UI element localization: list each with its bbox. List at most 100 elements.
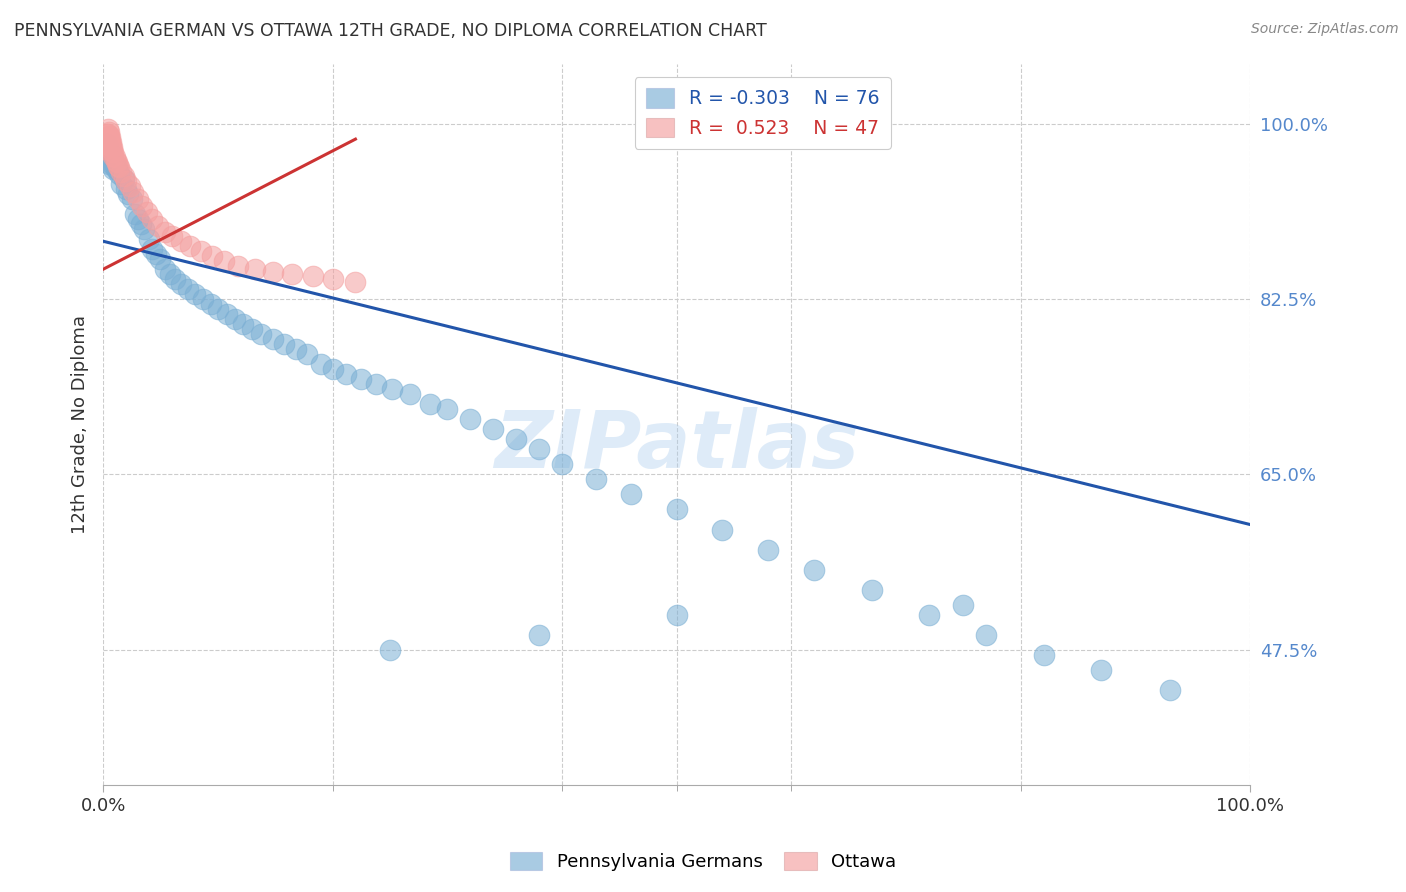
Point bbox=[201, 249, 224, 263]
Point bbox=[527, 442, 550, 457]
Point bbox=[918, 607, 941, 622]
Point bbox=[97, 157, 120, 171]
Point bbox=[127, 212, 149, 227]
Point bbox=[1090, 663, 1112, 677]
Point bbox=[273, 337, 295, 351]
Point bbox=[711, 523, 734, 537]
Point bbox=[952, 598, 974, 612]
Point bbox=[284, 343, 307, 357]
Point bbox=[436, 402, 458, 417]
Point bbox=[665, 607, 688, 622]
Point bbox=[112, 172, 135, 186]
Point bbox=[93, 142, 115, 156]
Point bbox=[98, 130, 121, 145]
Point bbox=[105, 162, 128, 177]
Point bbox=[551, 458, 574, 472]
Point bbox=[364, 377, 387, 392]
Point bbox=[103, 162, 125, 177]
Point bbox=[309, 357, 332, 371]
Point bbox=[184, 287, 207, 301]
Point bbox=[104, 162, 127, 177]
Point bbox=[170, 234, 193, 248]
Point bbox=[803, 563, 825, 577]
Point bbox=[115, 182, 138, 196]
Point bbox=[100, 139, 122, 153]
Point bbox=[115, 174, 138, 188]
Point bbox=[97, 129, 120, 144]
Point bbox=[165, 272, 187, 286]
Point bbox=[350, 372, 373, 386]
Point bbox=[145, 247, 167, 261]
Point bbox=[97, 125, 120, 139]
Point bbox=[135, 205, 157, 219]
Legend: Pennsylvania Germans, Ottawa: Pennsylvania Germans, Ottawa bbox=[502, 846, 904, 879]
Point bbox=[101, 140, 124, 154]
Point bbox=[240, 322, 263, 336]
Point bbox=[112, 169, 135, 183]
Point bbox=[94, 137, 117, 152]
Point bbox=[96, 152, 118, 166]
Point bbox=[105, 155, 128, 169]
Point bbox=[159, 267, 181, 281]
Point bbox=[378, 642, 401, 657]
Point bbox=[101, 144, 124, 158]
Point bbox=[101, 157, 124, 171]
Text: Source: ZipAtlas.com: Source: ZipAtlas.com bbox=[1251, 22, 1399, 37]
Point bbox=[97, 122, 120, 136]
Point bbox=[1159, 682, 1181, 697]
Point bbox=[104, 157, 127, 171]
Point bbox=[215, 307, 238, 321]
Point bbox=[505, 433, 527, 447]
Point bbox=[585, 473, 607, 487]
Point bbox=[250, 327, 273, 342]
Point bbox=[321, 272, 343, 286]
Point bbox=[399, 387, 422, 401]
Point bbox=[190, 244, 212, 259]
Point bbox=[141, 212, 163, 227]
Point bbox=[212, 254, 235, 268]
Text: ZIPatlas: ZIPatlas bbox=[494, 407, 859, 485]
Point bbox=[108, 160, 131, 174]
Point bbox=[148, 219, 170, 234]
Point bbox=[419, 397, 441, 411]
Point bbox=[482, 422, 505, 436]
Point bbox=[191, 293, 214, 307]
Point bbox=[98, 152, 121, 166]
Point bbox=[117, 187, 139, 202]
Point bbox=[107, 159, 129, 173]
Point bbox=[124, 207, 146, 221]
Point bbox=[96, 127, 118, 141]
Y-axis label: 12th Grade, No Diploma: 12th Grade, No Diploma bbox=[72, 315, 89, 534]
Point bbox=[620, 487, 643, 501]
Point bbox=[141, 242, 163, 256]
Point bbox=[149, 252, 172, 267]
Point bbox=[104, 150, 127, 164]
Point bbox=[122, 185, 145, 199]
Point bbox=[458, 412, 481, 426]
Point bbox=[177, 282, 200, 296]
Point bbox=[103, 145, 125, 160]
Point bbox=[103, 149, 125, 163]
Point bbox=[262, 332, 284, 346]
Point bbox=[527, 627, 550, 641]
Legend: R = -0.303    N = 76, R =  0.523    N = 47: R = -0.303 N = 76, R = 0.523 N = 47 bbox=[634, 77, 891, 149]
Point bbox=[243, 262, 266, 277]
Point bbox=[756, 542, 779, 557]
Point bbox=[134, 222, 156, 236]
Point bbox=[179, 239, 201, 253]
Point bbox=[344, 275, 367, 289]
Point bbox=[138, 232, 160, 246]
Point bbox=[974, 627, 997, 641]
Point bbox=[98, 134, 121, 148]
Point bbox=[224, 312, 246, 326]
Point bbox=[110, 177, 132, 191]
Point bbox=[110, 165, 132, 179]
Point bbox=[232, 318, 254, 332]
Point bbox=[281, 267, 304, 281]
Point bbox=[131, 199, 153, 213]
Point bbox=[321, 362, 343, 376]
Point bbox=[153, 225, 176, 239]
Point bbox=[96, 137, 118, 152]
Point bbox=[302, 269, 325, 284]
Point bbox=[160, 229, 183, 244]
